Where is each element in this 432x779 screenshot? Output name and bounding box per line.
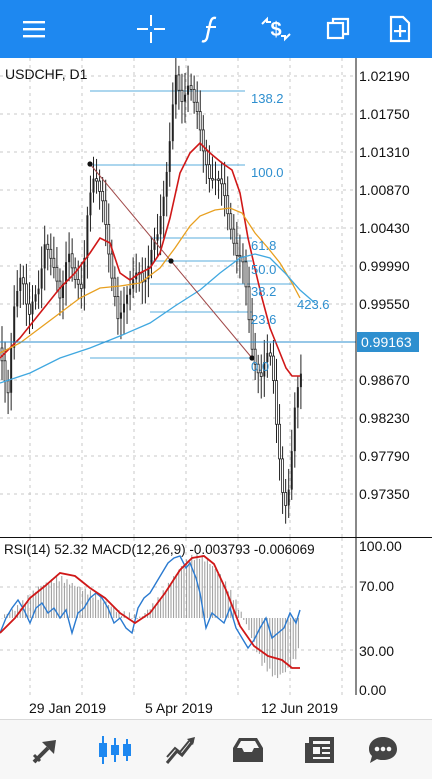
fib-label: 50.0 <box>251 262 276 277</box>
price-tick: 0.97790 <box>359 448 410 464</box>
moving-average-slow <box>0 253 316 384</box>
fib-label: 0.0 <box>251 359 269 374</box>
svg-text:$: $ <box>270 19 281 41</box>
price-tick: 0.99990 <box>359 258 410 274</box>
crosshair-icon[interactable] <box>131 9 171 49</box>
history-icon[interactable] <box>228 732 268 768</box>
date-axis: 29 Jan 2019 5 Apr 2019 12 Jun 2019 <box>29 700 338 716</box>
fib-label: 61.8 <box>251 238 276 253</box>
current-price-badge <box>357 332 419 352</box>
menu-icon[interactable] <box>14 9 54 49</box>
fib-label: 38.2 <box>251 284 276 299</box>
price-tick: 0.99550 <box>359 296 410 312</box>
price-tick: 1.02190 <box>359 68 410 84</box>
chart-icon[interactable] <box>95 732 135 768</box>
news-icon[interactable] <box>300 732 340 768</box>
macd-signal-line <box>0 555 300 669</box>
chat-icon[interactable] <box>363 732 403 768</box>
indicator-tick: 100.00 <box>359 538 402 554</box>
indicator-chart[interactable]: RSI(14) 52.32 MACD(12,26,9) -0.003793 -0… <box>0 538 432 718</box>
symbol-label: USDCHF, D1 <box>5 66 88 82</box>
indicator-tick: 0.00 <box>359 682 386 698</box>
price-tick: 0.98670 <box>359 372 410 388</box>
date-label: 12 Jun 2019 <box>261 700 338 716</box>
fib-anchor-mid[interactable] <box>168 258 174 264</box>
fib-label: 23.6 <box>251 312 276 327</box>
indicator-label: RSI(14) 52.32 MACD(12,26,9) -0.003793 -0… <box>4 542 315 557</box>
fib-label: 423.6 <box>297 297 330 312</box>
price-tick: 1.01750 <box>359 106 410 122</box>
macd-histogram <box>1 553 299 679</box>
quotes-icon[interactable] <box>26 732 66 768</box>
price-tick: 1.01310 <box>359 144 410 160</box>
new-order-icon[interactable] <box>380 9 420 49</box>
fib-label: 138.2 <box>251 91 284 106</box>
fib-anchor-low[interactable] <box>249 355 255 361</box>
candlesticks <box>0 58 302 524</box>
bottom-navigation <box>0 719 432 779</box>
trade-icon[interactable] <box>161 732 201 768</box>
current-price-label: 0.99163 <box>361 334 412 350</box>
price-tick: 0.98230 <box>359 410 410 426</box>
moving-average-fast <box>0 141 300 377</box>
price-tick: 0.97350 <box>359 486 410 502</box>
moving-average-medium <box>0 207 301 354</box>
indicator-tick: 30.00 <box>359 643 394 659</box>
price-axis: 1.02190 1.01750 1.01310 1.00870 1.00430 … <box>359 68 410 502</box>
indicator-grid <box>0 538 356 695</box>
date-label: 29 Jan 2019 <box>29 700 106 716</box>
top-toolbar: $ <box>0 0 432 58</box>
indicator-tick: 70.00 <box>359 578 394 594</box>
price-tick: 1.00430 <box>359 220 410 236</box>
rsi-line <box>0 555 301 650</box>
price-tick: 1.00870 <box>359 182 410 198</box>
currency-switch-icon[interactable]: $ <box>256 9 296 49</box>
function-icon[interactable] <box>191 9 231 49</box>
fib-level-labels: 138.2 100.0 61.8 50.0 38.2 23.6 0.0 423.… <box>251 91 330 374</box>
fib-label: 100.0 <box>251 165 284 180</box>
fib-anchor-high[interactable] <box>87 161 93 167</box>
windows-icon[interactable] <box>318 9 358 49</box>
price-chart[interactable]: 138.2 100.0 61.8 50.0 38.2 23.6 0.0 423.… <box>0 58 432 538</box>
date-label: 5 Apr 2019 <box>145 700 213 716</box>
